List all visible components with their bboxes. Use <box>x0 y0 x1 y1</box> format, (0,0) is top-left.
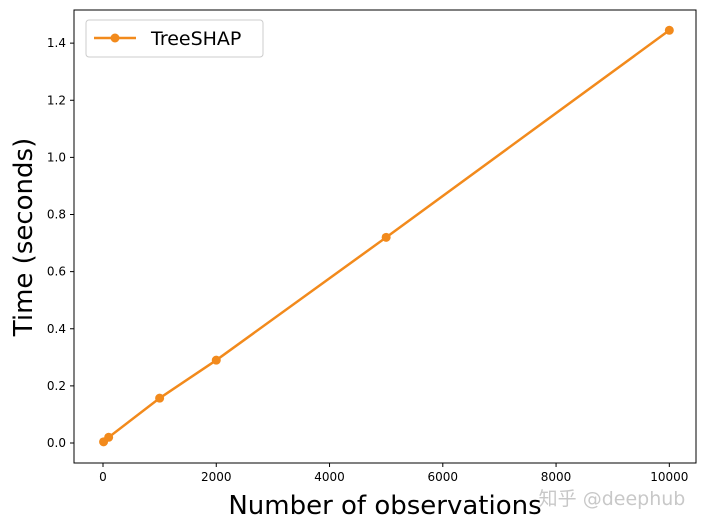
y-tick-label: 0.4 <box>47 322 66 336</box>
y-tick-label: 0.0 <box>47 436 66 450</box>
y-axis: 0.0 0.2 0.4 0.6 0.8 1.0 1.2 1.4 <box>47 36 74 450</box>
x-axis-label: Number of observations <box>228 491 541 521</box>
y-tick-label: 1.2 <box>47 93 66 107</box>
y-tick-label: 0.6 <box>47 265 66 279</box>
data-point <box>664 25 674 35</box>
y-tick-label: 1.4 <box>47 36 66 50</box>
y-axis-label: Time (seconds) <box>9 138 39 337</box>
data-point <box>104 432 114 442</box>
legend-marker <box>110 33 120 43</box>
x-tick-label: 10000 <box>650 470 688 484</box>
data-point <box>155 393 165 403</box>
legend-box <box>85 19 264 58</box>
plot-marks <box>99 25 674 447</box>
x-axis: 0 2000 4000 6000 8000 10000 <box>99 463 688 484</box>
data-point <box>211 355 221 365</box>
x-tick-label: 6000 <box>428 470 459 484</box>
x-tick-label: 0 <box>99 470 107 484</box>
legend-label: TreeSHAP <box>150 28 241 50</box>
legend: TreeSHAP <box>85 19 264 58</box>
plot-frame <box>73 9 697 464</box>
x-tick-label: 4000 <box>314 470 345 484</box>
y-tick-label: 1.0 <box>47 150 66 164</box>
watermark: 知乎 @deephub <box>539 488 686 510</box>
y-tick-label: 0.8 <box>47 208 66 222</box>
y-tick-label: 0.2 <box>47 379 66 393</box>
x-tick-label: 8000 <box>541 470 572 484</box>
x-tick-label: 2000 <box>201 470 232 484</box>
data-point <box>381 232 391 242</box>
